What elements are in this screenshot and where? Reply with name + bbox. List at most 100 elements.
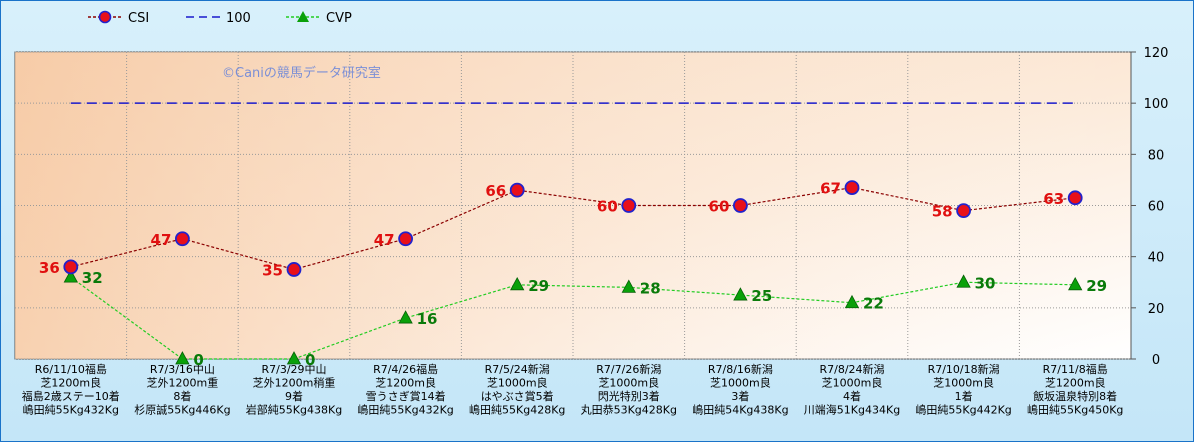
series-layer: 32 0 0 16 29 28 25 22 30 29 36 47 35 47 66 60 60 67 58 63 [39, 102, 1107, 369]
cvp-data-label: 32 [82, 269, 103, 287]
cvp-data-label: 0 [305, 351, 315, 369]
x-category-line: R7/10/18新潟 [928, 362, 1000, 376]
x-category-line: 嶋田純55Kg432Kg [23, 403, 119, 417]
series-line-cvp [70, 276, 1076, 360]
x-category-line: 芝1000m良 [933, 376, 994, 390]
x-category-line: 芝1200m良 [1045, 376, 1106, 390]
x-category-line: 芝1000m良 [710, 376, 771, 390]
x-axis-categories: R6/11/10福島芝1200m良福島2歳ステー10着嶋田純55Kg432KgR… [22, 362, 1124, 417]
cvp-data-label: 16 [417, 310, 438, 328]
legend-label: CVP [326, 11, 352, 26]
legend-100: 100 [186, 11, 251, 26]
csi-point [733, 198, 748, 213]
x-category-line: 嶋田純55Kg428Kg [469, 403, 565, 417]
x-category-line: 芝1000m良 [598, 376, 659, 390]
y-tick-label: 60 [1148, 200, 1165, 215]
cvp-point [286, 351, 302, 365]
x-category-line: 福島2歳ステー10着 [22, 389, 120, 403]
y-tick-label: 100 [1144, 97, 1169, 112]
x-category-line: 杉原誠55Kg446Kg [134, 403, 230, 417]
x-category-line: 川端海51Kg434Kg [804, 403, 900, 417]
y-tick-label: 20 [1148, 302, 1165, 317]
watermark: ©Caniの競馬データ研究室 [222, 65, 381, 81]
legend-csi: CSI [88, 10, 149, 26]
x-category-line: R7/3/16中山 [150, 363, 215, 376]
csi-point [509, 182, 525, 198]
y-tick-label: 0 [1152, 353, 1160, 368]
cvp-point [63, 269, 78, 283]
legend-cvp: CVP [286, 11, 352, 26]
csi-point [844, 180, 860, 195]
x-category-line: 岩部純55Kg438Kg [246, 403, 342, 417]
csi-point [286, 262, 302, 277]
cvp-data-label: 29 [1086, 277, 1107, 295]
x-category-line: 丸田恭53Kg428Kg [581, 404, 677, 417]
x-category-line: R7/8/24新潟 [819, 362, 884, 376]
x-category-line: R7/5/24新潟 [485, 362, 550, 376]
x-category-line: はやぶさ賞5着 [481, 389, 554, 403]
x-category-line: 芝外1200m重 [147, 376, 219, 390]
cvp-data-label: 30 [975, 274, 996, 292]
csi-data-label: 63 [1043, 190, 1064, 208]
x-category-line: 芝1200m良 [375, 376, 436, 390]
csi-data-label: 47 [151, 231, 172, 249]
cvp-data-label: 0 [193, 351, 203, 369]
y-axis-ticks: 0 20 40 60 80 100 120 [1131, 46, 1168, 368]
x-category-line: 嶋田純55Kg432Kg [357, 403, 453, 417]
csi-data-label: 60 [597, 198, 618, 216]
x-category-line: R6/11/10福島 [35, 362, 107, 376]
x-category-line: 嶋田純55Kg442Kg [915, 403, 1011, 417]
csi-point [956, 203, 971, 219]
x-category-line: R7/11/8福島 [1043, 362, 1108, 376]
x-category-line: 9着 [285, 389, 303, 403]
x-category-line: 3着 [731, 389, 749, 403]
csi-point [63, 259, 79, 275]
x-category-line: R7/4/26福島 [373, 362, 438, 376]
x-category-line: R7/7/26新潟 [596, 362, 661, 376]
cvp-point [621, 279, 636, 293]
y-tick-label: 40 [1148, 251, 1165, 266]
x-category-line: 飯坂温泉特別8着 [1033, 389, 1117, 403]
legend-marker [98, 10, 112, 24]
y-tick-label: 80 [1148, 148, 1165, 163]
x-category-line: 8着 [173, 389, 191, 403]
cvp-point [175, 351, 190, 365]
cvp-point [1068, 276, 1083, 291]
x-category-line: 芝外1200m稍重 [253, 376, 336, 390]
y-tick-label: 120 [1144, 46, 1169, 61]
x-category-line: 芝1000m良 [487, 376, 548, 390]
x-category-line: 4着 [843, 389, 861, 403]
series-line-csi [70, 186, 1076, 271]
legend: CSI 100 CVP [88, 10, 352, 26]
x-category-line: 芝1000m良 [822, 376, 883, 390]
x-category-line: 芝1200m良 [40, 376, 101, 390]
csi-point [398, 231, 414, 247]
x-category-line: 1着 [955, 389, 973, 403]
cvp-data-label: 28 [640, 279, 661, 297]
csi-point [174, 231, 190, 247]
cvp-data-label: 25 [751, 287, 772, 305]
csi-data-label: 36 [39, 259, 60, 277]
csi-point [621, 198, 637, 213]
x-category-line: 嶋田純54Kg438Kg [692, 403, 788, 417]
cvp-data-label: 29 [528, 277, 549, 295]
cvp-data-label: 22 [863, 295, 884, 313]
x-category-line: 閃光特別3着 [598, 389, 660, 403]
csi-data-label: 67 [820, 180, 841, 198]
cvp-point [844, 294, 860, 309]
cvp-point [733, 287, 748, 301]
csi-point [1067, 190, 1083, 206]
csi-data-label: 47 [374, 231, 395, 249]
legend-label: 100 [226, 11, 251, 26]
